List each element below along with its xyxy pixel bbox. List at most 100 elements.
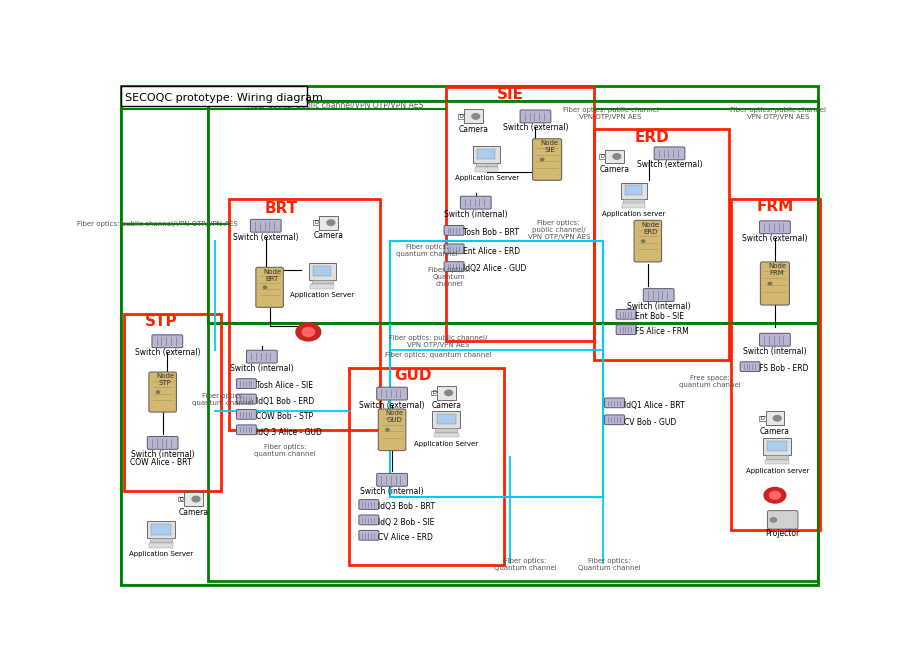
FancyBboxPatch shape	[151, 524, 171, 534]
FancyBboxPatch shape	[768, 510, 798, 529]
Text: SIE: SIE	[496, 87, 524, 103]
Circle shape	[769, 491, 780, 499]
Text: CV Bob - GUD: CV Bob - GUD	[624, 418, 676, 426]
FancyBboxPatch shape	[654, 147, 685, 160]
FancyBboxPatch shape	[121, 85, 307, 106]
Circle shape	[386, 428, 389, 431]
Text: Fiber optics: public channel/VPN OTP/VPN AES: Fiber optics: public channel/VPN OTP/VPN…	[248, 101, 424, 110]
Text: FS Bob - ERD: FS Bob - ERD	[759, 365, 809, 373]
FancyBboxPatch shape	[309, 263, 336, 279]
Text: Application Server: Application Server	[129, 551, 193, 557]
FancyBboxPatch shape	[148, 436, 178, 449]
FancyBboxPatch shape	[434, 433, 458, 438]
Text: Node
BRT: Node BRT	[263, 269, 281, 281]
Text: Switch (internal): Switch (internal)	[131, 449, 194, 459]
Text: IdQ1 Bob - ERD: IdQ1 Bob - ERD	[256, 397, 314, 406]
FancyBboxPatch shape	[475, 167, 498, 172]
Text: Switch (external): Switch (external)	[742, 234, 808, 243]
Text: Fiber optics:
quantum channel: Fiber optics: quantum channel	[396, 244, 458, 257]
Text: Fiber optics:
Quantum channel: Fiber optics: Quantum channel	[494, 558, 557, 571]
FancyBboxPatch shape	[604, 415, 624, 424]
FancyBboxPatch shape	[624, 199, 645, 203]
Text: Ent Bob - SIE: Ent Bob - SIE	[635, 312, 684, 321]
FancyBboxPatch shape	[759, 416, 766, 420]
Circle shape	[157, 391, 160, 393]
FancyBboxPatch shape	[760, 262, 790, 305]
FancyBboxPatch shape	[599, 154, 605, 159]
Text: Fiber optics:
public channel/
VPN OTP/VPN AES: Fiber optics: public channel/ VPN OTP/VP…	[527, 220, 590, 240]
Circle shape	[472, 114, 480, 119]
Circle shape	[770, 518, 777, 522]
FancyBboxPatch shape	[319, 216, 337, 230]
FancyBboxPatch shape	[184, 492, 203, 506]
Circle shape	[193, 496, 200, 502]
FancyBboxPatch shape	[444, 226, 464, 235]
FancyBboxPatch shape	[478, 149, 495, 159]
FancyBboxPatch shape	[149, 372, 176, 412]
Text: Application Server: Application Server	[455, 175, 519, 181]
Text: Ent Alice - ERD: Ent Alice - ERD	[463, 247, 521, 256]
FancyBboxPatch shape	[359, 530, 379, 540]
Circle shape	[296, 323, 321, 341]
FancyBboxPatch shape	[458, 114, 464, 118]
Text: Camera: Camera	[179, 508, 209, 516]
Text: Switch (external): Switch (external)	[503, 123, 569, 132]
FancyBboxPatch shape	[431, 391, 437, 395]
Text: Tosh Alice - SIE: Tosh Alice - SIE	[256, 381, 313, 391]
FancyBboxPatch shape	[433, 411, 460, 428]
Text: D: D	[760, 416, 765, 421]
Text: Switch (internal): Switch (internal)	[360, 487, 424, 496]
FancyBboxPatch shape	[473, 146, 500, 163]
FancyBboxPatch shape	[436, 414, 456, 424]
FancyBboxPatch shape	[147, 522, 175, 538]
FancyBboxPatch shape	[237, 379, 257, 389]
FancyBboxPatch shape	[149, 543, 173, 547]
Text: D: D	[601, 154, 604, 159]
FancyBboxPatch shape	[313, 265, 331, 276]
Text: FRM: FRM	[757, 199, 793, 214]
Text: Switch (internal): Switch (internal)	[627, 302, 691, 311]
Text: Application server: Application server	[602, 211, 666, 217]
Circle shape	[540, 158, 544, 161]
FancyBboxPatch shape	[237, 410, 257, 419]
Text: Fiber optics:
quantum channel: Fiber optics: quantum channel	[193, 393, 254, 406]
FancyBboxPatch shape	[247, 350, 277, 363]
Text: Free space:
quantum channel: Free space: quantum channel	[679, 375, 741, 388]
Text: Fiber optics:
Quantum channel: Fiber optics: Quantum channel	[578, 558, 640, 571]
Text: Projector: Projector	[766, 529, 800, 538]
Text: D: D	[180, 496, 183, 502]
Text: Camera: Camera	[431, 401, 461, 410]
Text: Fiber optics: public channel/VPN OTP/VPN AES: Fiber optics: public channel/VPN OTP/VPN…	[77, 221, 238, 227]
FancyBboxPatch shape	[150, 538, 171, 542]
Text: Node
ERD: Node ERD	[641, 222, 659, 234]
Text: Fiber optics: public channel
VPN OTP/VPN AES: Fiber optics: public channel VPN OTP/VPN…	[730, 107, 826, 120]
FancyBboxPatch shape	[444, 244, 464, 254]
Text: Fiber optics: public channel/
VPN OTP/VPN AES: Fiber optics: public channel/ VPN OTP/VP…	[390, 335, 488, 348]
Text: IdQ 3 Alice - GUD: IdQ 3 Alice - GUD	[256, 428, 322, 437]
Text: Switch (internal): Switch (internal)	[743, 347, 807, 355]
Text: BRT: BRT	[265, 201, 298, 216]
Text: Node
FRM: Node FRM	[768, 263, 786, 276]
Text: Switch (external): Switch (external)	[636, 160, 702, 169]
FancyBboxPatch shape	[256, 267, 283, 307]
FancyBboxPatch shape	[178, 496, 184, 501]
FancyBboxPatch shape	[605, 150, 624, 164]
FancyBboxPatch shape	[616, 309, 636, 319]
FancyBboxPatch shape	[616, 325, 636, 334]
Text: Node
GUD: Node GUD	[385, 410, 403, 423]
Circle shape	[613, 154, 621, 160]
Text: Camera: Camera	[314, 231, 344, 240]
Text: Fiber optics:
Quantum
channel: Fiber optics: Quantum channel	[428, 267, 470, 287]
Circle shape	[768, 282, 772, 285]
Circle shape	[773, 416, 781, 421]
FancyBboxPatch shape	[311, 284, 334, 289]
FancyBboxPatch shape	[644, 289, 674, 301]
Circle shape	[642, 240, 645, 242]
FancyBboxPatch shape	[437, 386, 456, 400]
FancyBboxPatch shape	[312, 279, 333, 283]
FancyBboxPatch shape	[464, 109, 482, 123]
Circle shape	[764, 487, 786, 503]
FancyBboxPatch shape	[460, 196, 492, 209]
Text: D: D	[459, 114, 463, 119]
Circle shape	[445, 390, 452, 396]
